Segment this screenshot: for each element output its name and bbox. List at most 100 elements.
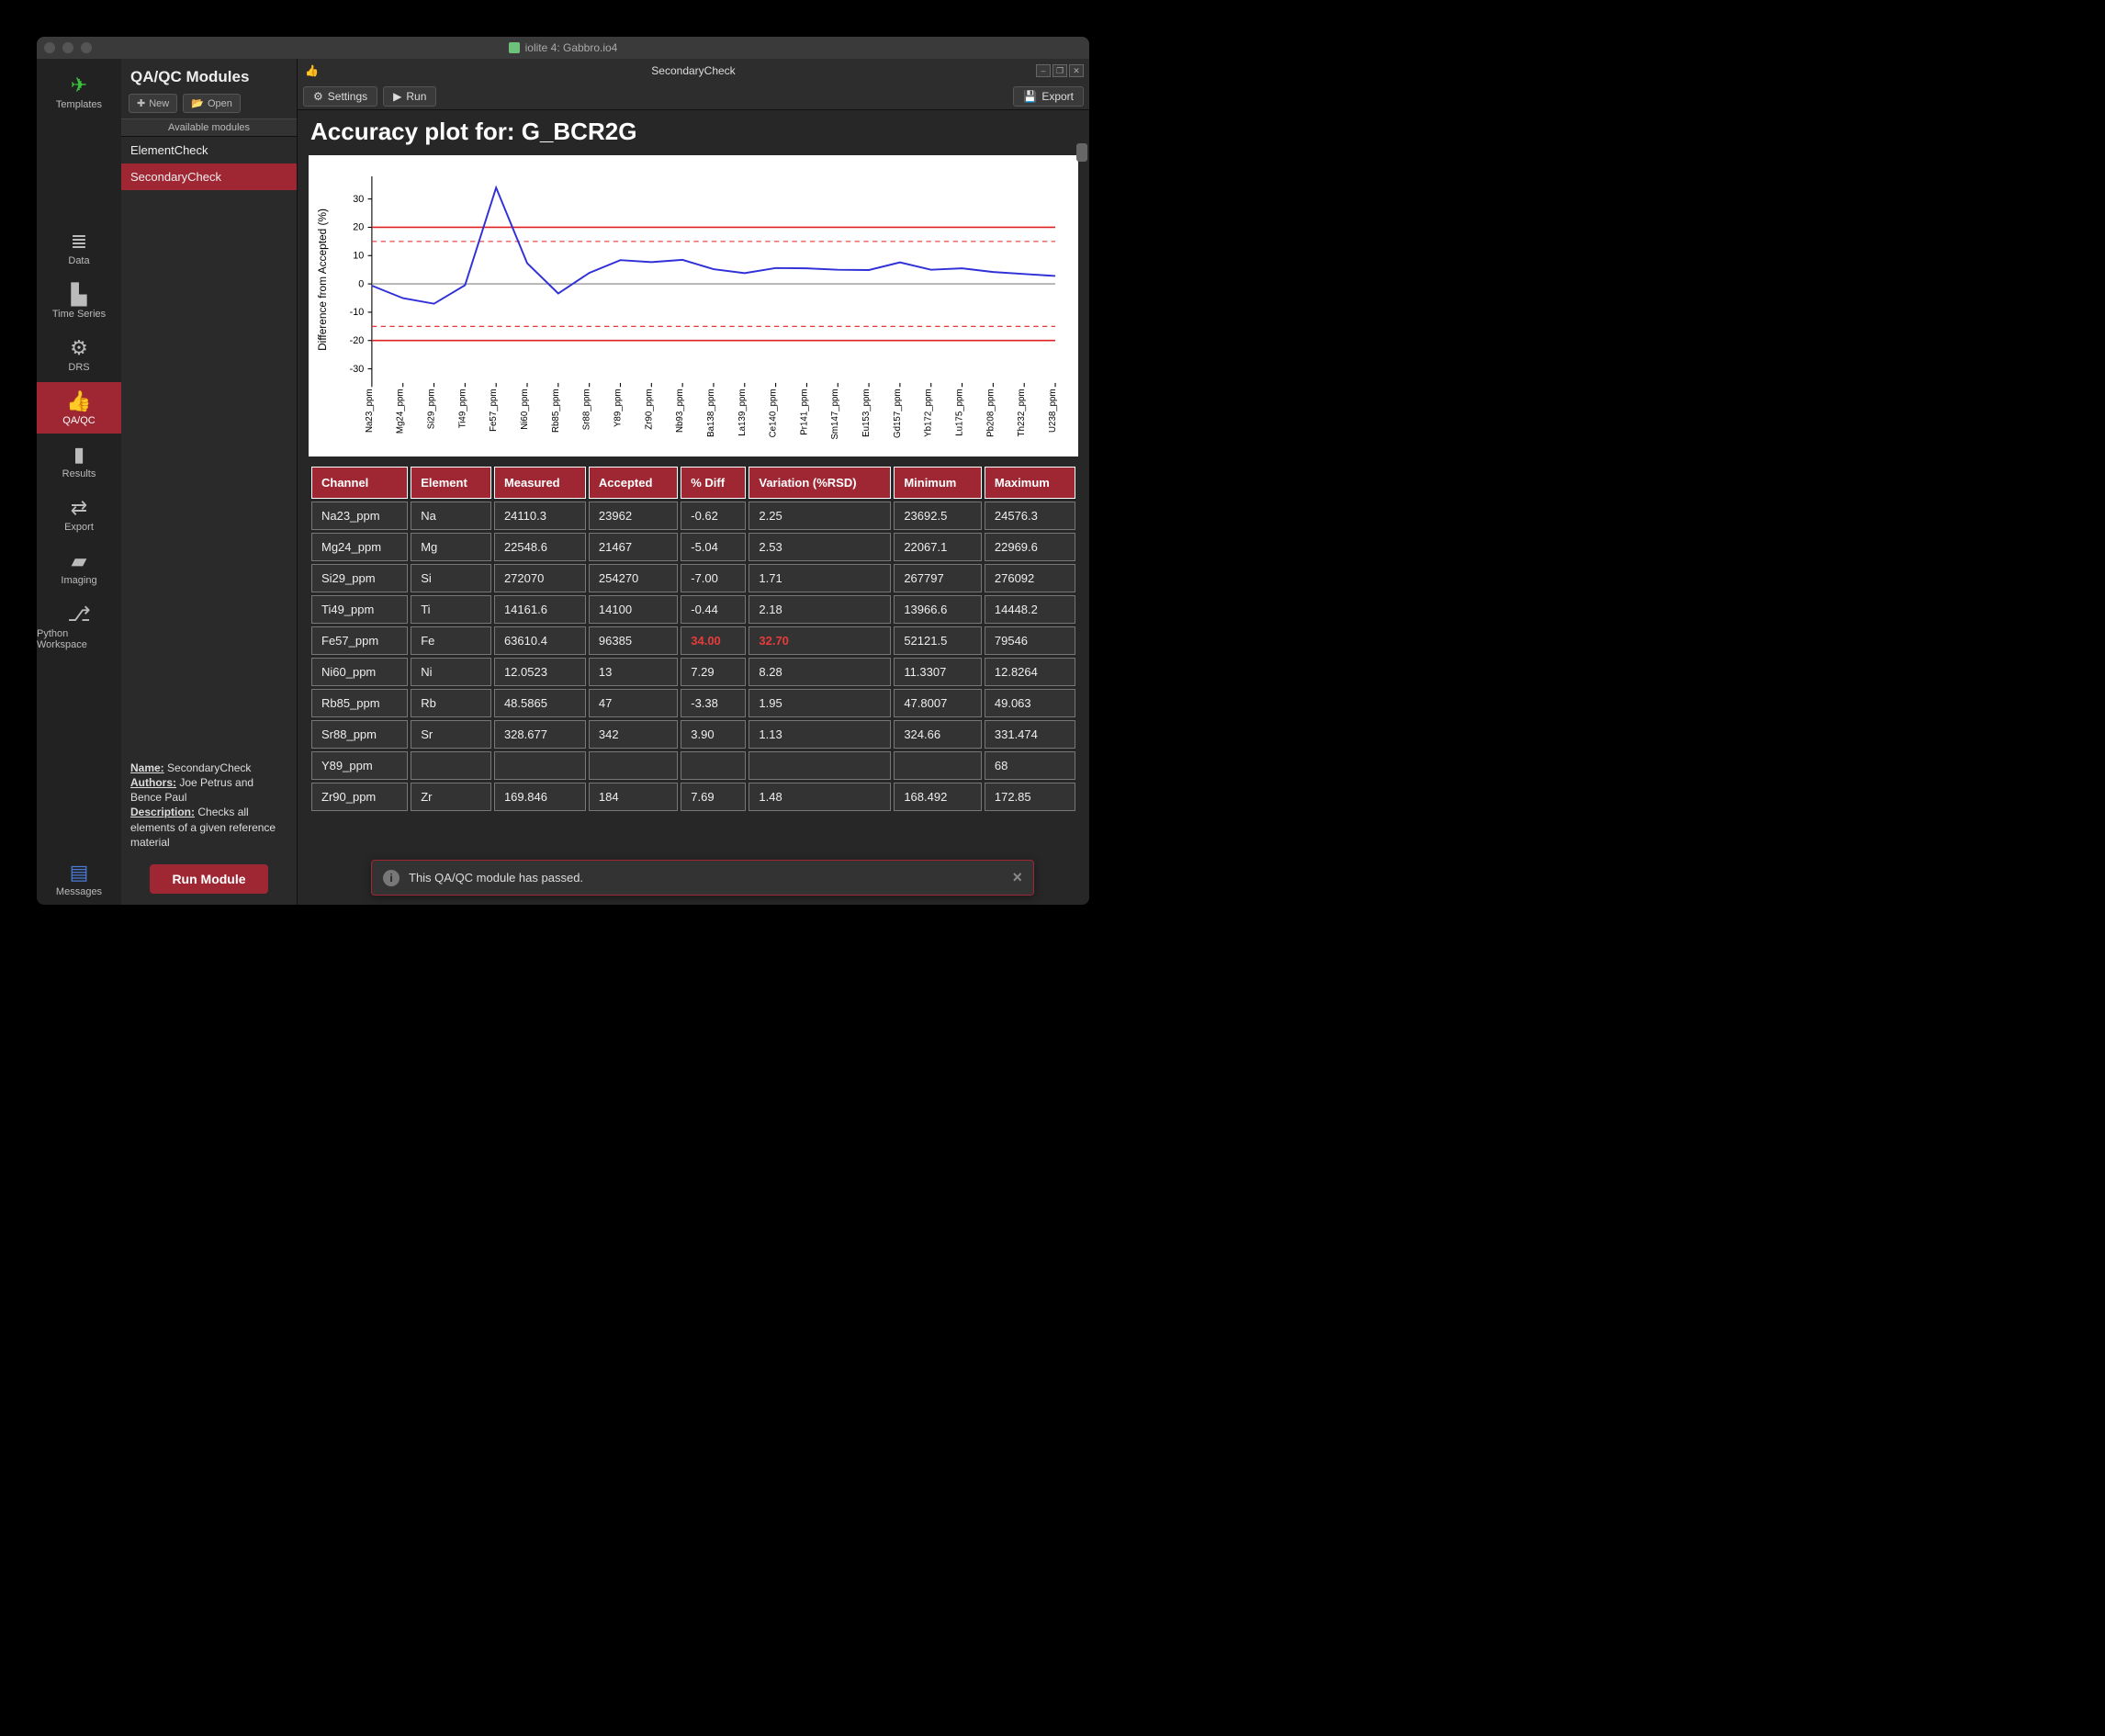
table-cell: 254270: [589, 564, 678, 592]
table-cell: 34.00: [681, 626, 746, 655]
open-label: Open: [208, 98, 232, 109]
module-item-elementcheck[interactable]: ElementCheck: [121, 137, 297, 163]
col-header: % Diff: [681, 467, 746, 499]
svg-text:10: 10: [353, 251, 364, 262]
toast-close-button[interactable]: ×: [1012, 868, 1022, 887]
table-cell: 11.3307: [894, 658, 982, 686]
rail-label: Templates: [56, 99, 102, 110]
toast-text: This QA/QC module has passed.: [409, 871, 583, 885]
table-cell: Zr: [411, 783, 491, 811]
rail-icon: ▙: [72, 283, 87, 307]
col-header: Maximum: [985, 467, 1075, 499]
rail-item-drs[interactable]: ⚙DRS: [37, 329, 121, 380]
scrollbar[interactable]: [1076, 143, 1087, 162]
folder-open-icon: 📂: [191, 97, 204, 109]
rail-label: Results: [62, 468, 96, 479]
table-cell: Na: [411, 502, 491, 530]
table-row: Ni60_ppmNi12.0523137.298.2811.330712.826…: [311, 658, 1075, 686]
table-cell: 23692.5: [894, 502, 982, 530]
info-name: SecondaryCheck: [167, 761, 251, 774]
table-cell: 7.29: [681, 658, 746, 686]
table-cell: 331.474: [985, 720, 1075, 749]
run-module-button[interactable]: Run Module: [150, 864, 267, 894]
table-cell: 22969.6: [985, 533, 1075, 561]
svg-text:Ce140_ppm: Ce140_ppm: [769, 389, 779, 437]
table-cell: Ti: [411, 595, 491, 624]
rail-icon: ✈: [71, 73, 87, 97]
content-scroll[interactable]: Accuracy plot for: G_BCR2G -30-20-100102…: [298, 110, 1089, 905]
rail-item-time-series[interactable]: ▙Time Series: [37, 276, 121, 327]
table-cell: [681, 751, 746, 780]
table-cell: Fe: [411, 626, 491, 655]
rail-icon: ▮: [73, 443, 84, 467]
rail-item-templates[interactable]: ✈ Templates: [37, 66, 121, 118]
toast: i This QA/QC module has passed. ×: [371, 860, 1034, 896]
svg-text:Ti49_ppm: Ti49_ppm: [457, 389, 467, 428]
svg-text:Fe57_ppm: Fe57_ppm: [489, 389, 499, 431]
rail-item-python-workspace[interactable]: ⎇Python Workspace: [37, 595, 121, 658]
table-row: Si29_ppmSi272070254270-7.001.71267797276…: [311, 564, 1075, 592]
new-module-button[interactable]: ✚ New: [129, 94, 177, 113]
table-cell: Mg24_ppm: [311, 533, 408, 561]
rail-icon: 👍: [66, 389, 91, 413]
table-cell: -0.44: [681, 595, 746, 624]
svg-text:Yb172_ppm: Yb172_ppm: [924, 389, 934, 436]
rail-item-data[interactable]: ≣Data: [37, 222, 121, 274]
table-cell: 68: [985, 751, 1075, 780]
table-cell: Si29_ppm: [311, 564, 408, 592]
subwindow-titlebar: 👍 SecondaryCheck – ❐ ✕: [298, 59, 1089, 83]
rail-item-imaging[interactable]: ▰Imaging: [37, 542, 121, 593]
table-cell: 2.18: [749, 595, 891, 624]
table-cell: 2.25: [749, 502, 891, 530]
table-cell: Rb85_ppm: [311, 689, 408, 717]
chart-svg: -30-20-100102030Na23_ppmMg24_ppmSi29_ppm…: [312, 164, 1067, 453]
rail-item-export[interactable]: ⇄Export: [37, 489, 121, 540]
table-cell: Y89_ppm: [311, 751, 408, 780]
open-module-button[interactable]: 📂 Open: [183, 94, 241, 113]
svg-text:U238_ppm: U238_ppm: [1048, 389, 1058, 433]
plot-title-prefix: Accuracy plot for:: [310, 118, 522, 145]
export-button[interactable]: 💾 Export: [1013, 86, 1084, 107]
table-cell: 22548.6: [494, 533, 586, 561]
table-cell: 184: [589, 783, 678, 811]
table-cell: 169.846: [494, 783, 586, 811]
rail-icon: ⇄: [71, 496, 87, 520]
module-panel: QA/QC Modules ✚ New 📂 Open Available mod…: [121, 59, 298, 905]
table-cell: 3.90: [681, 720, 746, 749]
gear-icon: ⚙: [313, 90, 323, 103]
table-cell: 267797: [894, 564, 982, 592]
info-name-label: Name:: [130, 761, 164, 774]
svg-text:Sr88_ppm: Sr88_ppm: [582, 389, 592, 430]
rail-item-results[interactable]: ▮Results: [37, 435, 121, 487]
main-area: 👍 SecondaryCheck – ❐ ✕ ⚙ Settings ▶ Run: [298, 59, 1089, 905]
table-cell: -5.04: [681, 533, 746, 561]
module-item-secondarycheck[interactable]: SecondaryCheck: [121, 163, 297, 190]
rail-item-messages[interactable]: ▤Messages: [37, 853, 121, 905]
settings-button[interactable]: ⚙ Settings: [303, 86, 377, 107]
col-header: Measured: [494, 467, 586, 499]
svg-text:-10: -10: [350, 307, 365, 318]
window-title: iolite 4: Gabbro.io4: [37, 41, 1089, 54]
rail-icon: ⚙: [70, 336, 88, 360]
plus-icon: ✚: [137, 97, 145, 109]
info-icon: i: [383, 870, 400, 886]
col-header: Element: [411, 467, 491, 499]
table-row: Zr90_ppmZr169.8461847.691.48168.492172.8…: [311, 783, 1075, 811]
rail-item-qa/qc[interactable]: 👍QA/QC: [37, 382, 121, 434]
table-cell: Fe57_ppm: [311, 626, 408, 655]
svg-text:Difference from Accepted (%): Difference from Accepted (%): [316, 209, 329, 351]
table-cell: 2.53: [749, 533, 891, 561]
svg-text:Na23_ppm: Na23_ppm: [365, 389, 375, 433]
table-cell: 14100: [589, 595, 678, 624]
table-cell: 32.70: [749, 626, 891, 655]
rail-label: Imaging: [61, 575, 96, 586]
table-cell: Mg: [411, 533, 491, 561]
table-cell: 172.85: [985, 783, 1075, 811]
settings-label: Settings: [328, 90, 367, 103]
table-cell: -0.62: [681, 502, 746, 530]
table-cell: 96385: [589, 626, 678, 655]
table-row: Y89_ppm 68: [311, 751, 1075, 780]
toolbar: ⚙ Settings ▶ Run 💾 Export: [298, 83, 1089, 110]
table-cell: 24576.3: [985, 502, 1075, 530]
run-button[interactable]: ▶ Run: [383, 86, 436, 107]
